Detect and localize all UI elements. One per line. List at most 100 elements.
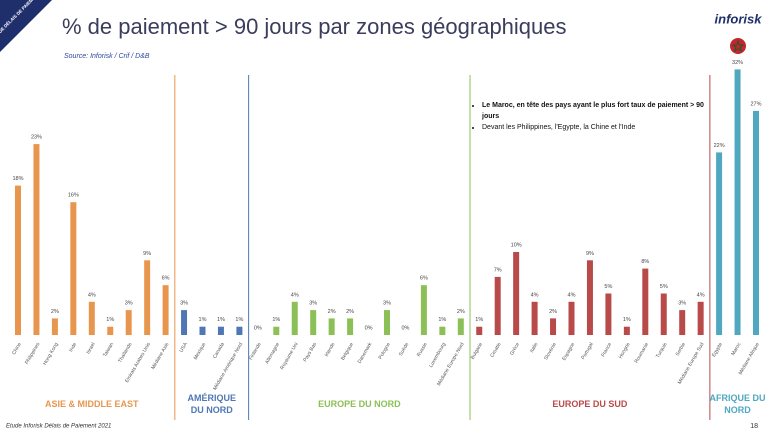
x-tick-label: Danemark	[357, 341, 374, 364]
x-tick-label: Hongrie	[618, 341, 632, 359]
bar	[513, 252, 520, 335]
x-tick-label: Egypte	[711, 341, 724, 358]
x-tick-label: Pologne	[378, 341, 392, 360]
x-tick-label: Suède	[398, 341, 411, 357]
bar	[199, 326, 206, 335]
x-tick-label: Allemagne	[264, 341, 281, 365]
x-tick-label: Taiwan	[102, 341, 115, 358]
bar	[753, 110, 759, 336]
value-label: 4%	[697, 292, 705, 298]
x-tick-label: Finlande	[248, 341, 263, 361]
value-label: 3%	[180, 301, 188, 307]
value-label: 4%	[531, 292, 539, 298]
value-label: 2%	[549, 309, 557, 315]
bar	[716, 152, 723, 335]
value-label: 1%	[235, 317, 243, 323]
value-label: 2%	[328, 309, 336, 315]
x-tick-label: Chine	[11, 341, 23, 356]
value-label: 0%	[254, 325, 262, 331]
x-tick-label: Philippines	[24, 341, 42, 365]
x-tick-label: Portugal	[580, 342, 595, 361]
value-label: 0%	[401, 325, 409, 331]
bar	[476, 326, 483, 335]
bar	[236, 326, 243, 335]
x-tick-label: USA	[179, 341, 190, 353]
x-tick-label: Russie	[416, 341, 429, 357]
bar	[642, 268, 649, 335]
source: Source: Inforisk / Crif / D&B	[64, 53, 150, 60]
bar	[531, 301, 538, 335]
bar	[217, 326, 224, 335]
bar	[144, 260, 151, 335]
value-label: 23%	[31, 135, 42, 141]
value-label: 18%	[12, 176, 23, 182]
value-label: 1%	[106, 317, 114, 323]
value-label: 9%	[586, 251, 594, 257]
x-tick-label: Roumanie	[634, 341, 651, 364]
bar	[291, 301, 298, 335]
bar	[162, 285, 169, 335]
x-tick-label: Luxembourg	[428, 341, 447, 368]
bar	[734, 69, 741, 336]
value-label: 1%	[272, 317, 280, 323]
bar	[15, 185, 21, 335]
bar	[439, 326, 446, 335]
bar	[181, 310, 188, 335]
bar	[623, 326, 630, 335]
x-tick-label: Croatie	[489, 341, 502, 358]
value-label: 6%	[420, 276, 428, 282]
x-tick-label: Italie	[529, 341, 540, 353]
group-label: ASIE & MIDDLE EAST	[45, 399, 139, 409]
bar	[679, 310, 686, 335]
bar	[347, 318, 354, 335]
bar	[586, 260, 593, 335]
value-label: 1%	[438, 317, 446, 323]
value-label: 27%	[750, 101, 761, 107]
bar	[70, 202, 77, 335]
group-label: EUROPE DU NORD	[318, 399, 401, 409]
x-tick-label: Canada	[212, 341, 226, 359]
group-label: EUROPE DU SUD	[552, 399, 628, 409]
value-label: 8%	[641, 259, 649, 265]
notes: Le Maroc, en tête des pays ayant le plus…	[470, 100, 710, 133]
bar	[88, 301, 95, 335]
value-label: 9%	[143, 251, 151, 257]
bar	[33, 144, 40, 335]
bar	[310, 310, 317, 335]
note: Le Maroc, en tête des pays ayant le plus…	[482, 100, 710, 122]
title: % de paiement > 90 jours par zones géogr…	[62, 14, 567, 39]
logo: inforisk	[715, 11, 763, 26]
value-label: 5%	[660, 284, 668, 290]
bar	[457, 318, 464, 335]
value-label: 4%	[568, 292, 576, 298]
x-tick-label: Maroc	[730, 341, 742, 356]
bar	[697, 301, 704, 335]
x-tick-label: Slovénie	[543, 341, 558, 361]
x-tick-label: Serbie	[675, 341, 688, 357]
x-tick-label: Royaume Uni	[279, 342, 299, 371]
bar	[568, 301, 575, 335]
value-label: 1%	[623, 317, 631, 323]
bar	[107, 326, 114, 335]
footer: Etude Inforisk Délais de Paiement 2021	[6, 424, 111, 430]
bar	[494, 276, 501, 335]
bar	[384, 310, 390, 335]
x-tick-label: Belgique	[340, 341, 355, 361]
x-tick-label: Inde	[68, 341, 78, 353]
x-tick-label: France	[600, 341, 613, 358]
x-tick-label: Hong Kong	[42, 341, 60, 366]
x-tick-label: Bulgarie	[470, 341, 484, 360]
value-label: 2%	[51, 309, 59, 315]
value-label: 4%	[88, 292, 96, 298]
value-label: 1%	[475, 317, 483, 323]
note: Devant les Philippines, l'Egypte, la Chi…	[482, 122, 710, 133]
x-tick-label: Grèce	[509, 341, 521, 356]
x-tick-label: Turquie	[655, 341, 669, 359]
x-tick-label: Mexique	[193, 341, 208, 361]
value-label: 4%	[291, 292, 299, 298]
value-label: 16%	[68, 193, 79, 199]
x-tick-label: Médiane Asie	[150, 341, 170, 370]
x-tick-label: Israel	[85, 342, 96, 356]
